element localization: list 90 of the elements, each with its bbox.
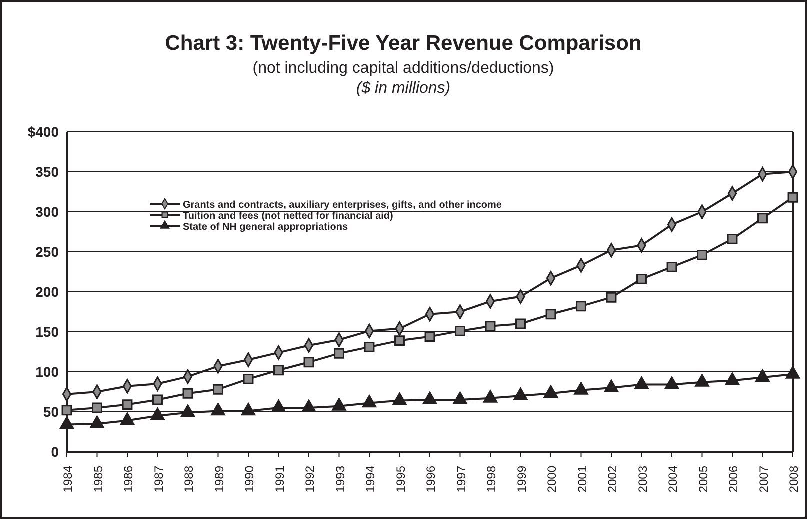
point	[362, 395, 377, 408]
point	[485, 321, 496, 332]
point	[392, 392, 407, 406]
point	[424, 332, 436, 342]
point	[604, 380, 619, 392]
x-tick-label: 2003	[636, 466, 650, 493]
point	[695, 374, 710, 387]
point	[394, 336, 405, 346]
point	[786, 366, 800, 379]
x-tick-label: 1999	[514, 466, 529, 493]
x-tick-label: 2007	[756, 466, 771, 493]
point	[727, 234, 738, 244]
point	[636, 274, 647, 284]
point	[725, 372, 740, 386]
point	[274, 365, 284, 376]
x-tick-label: 1986	[122, 466, 136, 493]
x-tick-label: 2008	[787, 466, 801, 493]
point	[90, 416, 104, 428]
point	[483, 390, 498, 403]
point	[243, 374, 254, 384]
point	[122, 400, 133, 410]
x-tick-label: 1997	[454, 466, 468, 493]
x-tick-label: 2002	[606, 466, 620, 493]
x-tick-label: 2001	[575, 466, 590, 493]
y-axis-title: ($ in millions)	[356, 80, 451, 97]
point	[634, 376, 649, 390]
x-tick-label: 1990	[242, 466, 256, 493]
x-tick-label: 1993	[333, 466, 348, 493]
legend-label: Grants and contracts, auxiliary enterprises, gifts, and other income	[183, 200, 502, 211]
point	[62, 405, 72, 416]
x-tick-label: 2000	[545, 466, 559, 493]
x-tick-label: 1985	[91, 466, 106, 493]
point	[302, 400, 316, 412]
point	[758, 213, 768, 224]
point	[182, 388, 194, 399]
x-tick-label: 2006	[726, 466, 740, 493]
y-tick-label: 0	[51, 444, 60, 460]
point	[516, 318, 526, 330]
x-tick-label: 1995	[394, 466, 408, 493]
y-tick-label: 350	[36, 164, 60, 180]
y-tick-label: 250	[36, 244, 60, 260]
x-tick-label: 1998	[484, 466, 498, 493]
x-tick-label: 1984	[61, 466, 75, 493]
point	[60, 416, 74, 430]
point	[332, 398, 346, 411]
point	[211, 403, 226, 416]
y-tick-label: 300	[36, 204, 60, 220]
legend-label: State of NH general appropriations	[183, 222, 348, 233]
point	[272, 400, 286, 412]
chart-title: Chart 3: Twenty-Five Year Revenue Comparison	[165, 32, 642, 55]
y-tick-label: $400	[28, 124, 60, 140]
point	[92, 402, 102, 414]
point	[241, 403, 256, 416]
point	[453, 392, 468, 404]
x-tick-label: 1989	[212, 466, 226, 493]
point	[546, 309, 556, 320]
x-tick-label: 1991	[272, 466, 287, 493]
point	[152, 394, 163, 406]
point	[422, 392, 438, 404]
x-tick-label: 1996	[424, 466, 438, 493]
x-tick-label: 1987	[152, 466, 166, 493]
y-tick-label: 50	[43, 404, 60, 420]
point	[120, 412, 135, 426]
point	[364, 342, 375, 352]
point	[574, 382, 588, 395]
point	[180, 404, 196, 418]
y-tick-label: 150	[36, 324, 60, 340]
point	[213, 384, 224, 395]
y-tick-label: 100	[36, 364, 60, 380]
point	[455, 326, 466, 336]
point	[697, 250, 708, 260]
point	[664, 376, 680, 390]
point	[576, 301, 586, 312]
point	[666, 262, 678, 272]
point	[756, 370, 770, 382]
x-tick-label: 1992	[303, 466, 317, 493]
x-tick-label: 1994	[364, 466, 378, 493]
x-tick-label: 2004	[666, 466, 680, 493]
point	[606, 292, 617, 303]
point	[788, 192, 798, 203]
chart-subtitle: (not including capital additions/deductions)	[252, 60, 554, 77]
x-tick-label: 1988	[182, 466, 196, 493]
point	[150, 408, 165, 420]
point	[304, 357, 314, 368]
point	[334, 348, 344, 359]
x-tick-label: 2005	[696, 466, 710, 493]
point	[514, 388, 528, 400]
legend-label: Tuition and fees (not netted for financial aid)	[183, 211, 394, 222]
y-tick-label: 200	[36, 284, 60, 300]
point	[544, 386, 558, 398]
